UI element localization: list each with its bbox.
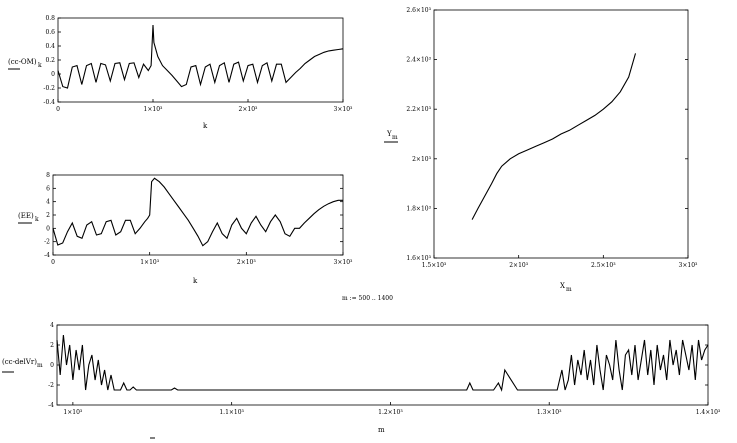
plot-xy-path-ylabel: Y <box>386 130 392 138</box>
plot-cc-om-ylabel-sub: k <box>38 62 42 69</box>
p1-xtick-label: 3×10³ <box>334 106 353 113</box>
p1-ytick-label: 0.8 <box>45 15 55 22</box>
plot-cc-delvr-xlabel: m <box>378 426 385 434</box>
plot-cc-delvr: 1×10³ 1.1×10³ 1.2×10³ 1.3×10³ 1.4×10³ -4 -2 0 2 4… <box>2 322 721 439</box>
p3-ytick-label: 2×10³ <box>412 156 431 163</box>
plot-cc-om-ticks: 0 1×10³ 2×10³ 3×10³ -0.4 -0.2 0 0.2 0.4 0.6 0.8 <box>43 15 353 113</box>
plot-cc-delvr-ylabel: (cc-delVr) <box>2 358 37 366</box>
p1-xtick-label: 0 <box>56 106 60 113</box>
p2-xtick-label: 0 <box>51 259 55 266</box>
plot-cc-delvr-ylabel-sub: m <box>37 362 43 369</box>
p4-ytick-label: -4 <box>48 402 54 409</box>
plot-cc-delvr-frame <box>56 324 709 406</box>
p2-ytick-label: 8 <box>46 172 50 179</box>
p2-ytick-label: 6 <box>46 185 50 192</box>
p1-xtick-label: 2×10³ <box>239 106 258 113</box>
plot-cc-om-ylabel: (cc-OM) <box>8 58 37 66</box>
p3-ytick-label: 2.6×10³ <box>406 7 431 14</box>
p1-ytick-label: 0 <box>51 71 55 78</box>
p4-xtick-label: 1.3×10³ <box>537 409 562 416</box>
plot-cc-om: 0 1×10³ 2×10³ 3×10³ -0.4 -0.2 0 0.2 0.4 0.6 0.8 (c… <box>8 15 353 130</box>
p3-xtick-label: 2.5×10³ <box>591 262 616 269</box>
plot-cc-om-xlabel: k <box>203 122 208 130</box>
plot-cc-delvr-series-line <box>56 334 709 392</box>
p2-ytick-label: -4 <box>44 252 50 259</box>
plot-xy-path-ticks: 1.5×10³ 2×10³ 2.5×10³ 3×10³ 1.6×10³ 1.8×10³ 2×… <box>406 7 698 269</box>
p3-ytick-label: 1.8×10³ <box>406 205 431 212</box>
plot-xy-path-series-line <box>471 53 637 220</box>
p2-xtick-label: 2×10³ <box>237 259 256 266</box>
p3-xtick-label: 1.5×10³ <box>422 262 447 269</box>
plot-xy-path-xlabel: X <box>560 282 565 290</box>
p4-xtick-label: 1.2×10³ <box>378 409 403 416</box>
p3-ytick-label: 1.6×10³ <box>406 255 431 262</box>
p3-ytick-label: 2.4×10³ <box>406 57 431 64</box>
p4-ytick-label: -2 <box>48 382 54 389</box>
plot-ee-ticks: 0 1×10³ 2×10³ 3×10³ -4 -2 0 2 4 6 8 <box>44 172 353 266</box>
plot-cc-om-series-line <box>57 24 344 89</box>
p3-ytick-label: 2.2×10³ <box>406 106 431 113</box>
plot-cc-delvr-ticks: 1×10³ 1.1×10³ 1.2×10³ 1.3×10³ 1.4×10³ -4 -2 0 2 4 <box>48 322 721 416</box>
p2-ytick-label: 0 <box>46 225 50 232</box>
p2-xtick-label: 3×10³ <box>334 259 353 266</box>
plot-ee-series-line <box>52 177 343 247</box>
p4-ytick-label: 2 <box>50 342 54 349</box>
p1-ytick-label: -0.2 <box>43 85 55 92</box>
plot-xy-path-xlabel-sub: m <box>566 286 572 293</box>
plot-ee-xlabel: k <box>193 277 198 285</box>
p4-xtick-label: 1×10³ <box>63 409 82 416</box>
plot-xy-path-frame <box>433 9 689 259</box>
p1-ytick-label: 0.2 <box>45 57 55 64</box>
p1-ytick-label: 0.4 <box>45 43 55 50</box>
p3-xtick-label: 3×10³ <box>679 262 698 269</box>
plot-ee-ylabel-sub: k <box>35 216 39 223</box>
plot-ee-ylabel: (EE) <box>18 212 34 220</box>
plot-cc-om-frame <box>57 17 344 103</box>
p4-xtick-label: 1.1×10³ <box>219 409 244 416</box>
p4-ytick-label: 0 <box>50 362 54 369</box>
p4-ytick-label: 4 <box>50 322 54 329</box>
p2-ytick-label: 4 <box>46 199 50 206</box>
plot-xy-path-ylabel-sub: m <box>392 134 398 141</box>
p2-ytick-label: 2 <box>46 212 50 219</box>
plot-xy-path: 1.5×10³ 2×10³ 2.5×10³ 3×10³ 1.6×10³ 1.8×10³ 2×… <box>384 7 698 293</box>
plot-ee-frame <box>52 174 344 256</box>
p2-ytick-label: -2 <box>44 239 50 246</box>
p3-xtick-label: 2×10³ <box>509 262 528 269</box>
range-note: m := 500 .. 1400 <box>342 295 393 302</box>
p1-ytick-label: -0.4 <box>43 99 55 106</box>
p1-xtick-label: 1×10³ <box>144 106 163 113</box>
p4-xtick-label: 1.4×10³ <box>696 409 721 416</box>
p1-ytick-label: 0.6 <box>45 29 55 36</box>
plot-ee: 0 1×10³ 2×10³ 3×10³ -4 -2 0 2 4 6 8 (EE) k k <box>18 172 353 285</box>
p2-xtick-label: 1×10³ <box>140 259 159 266</box>
